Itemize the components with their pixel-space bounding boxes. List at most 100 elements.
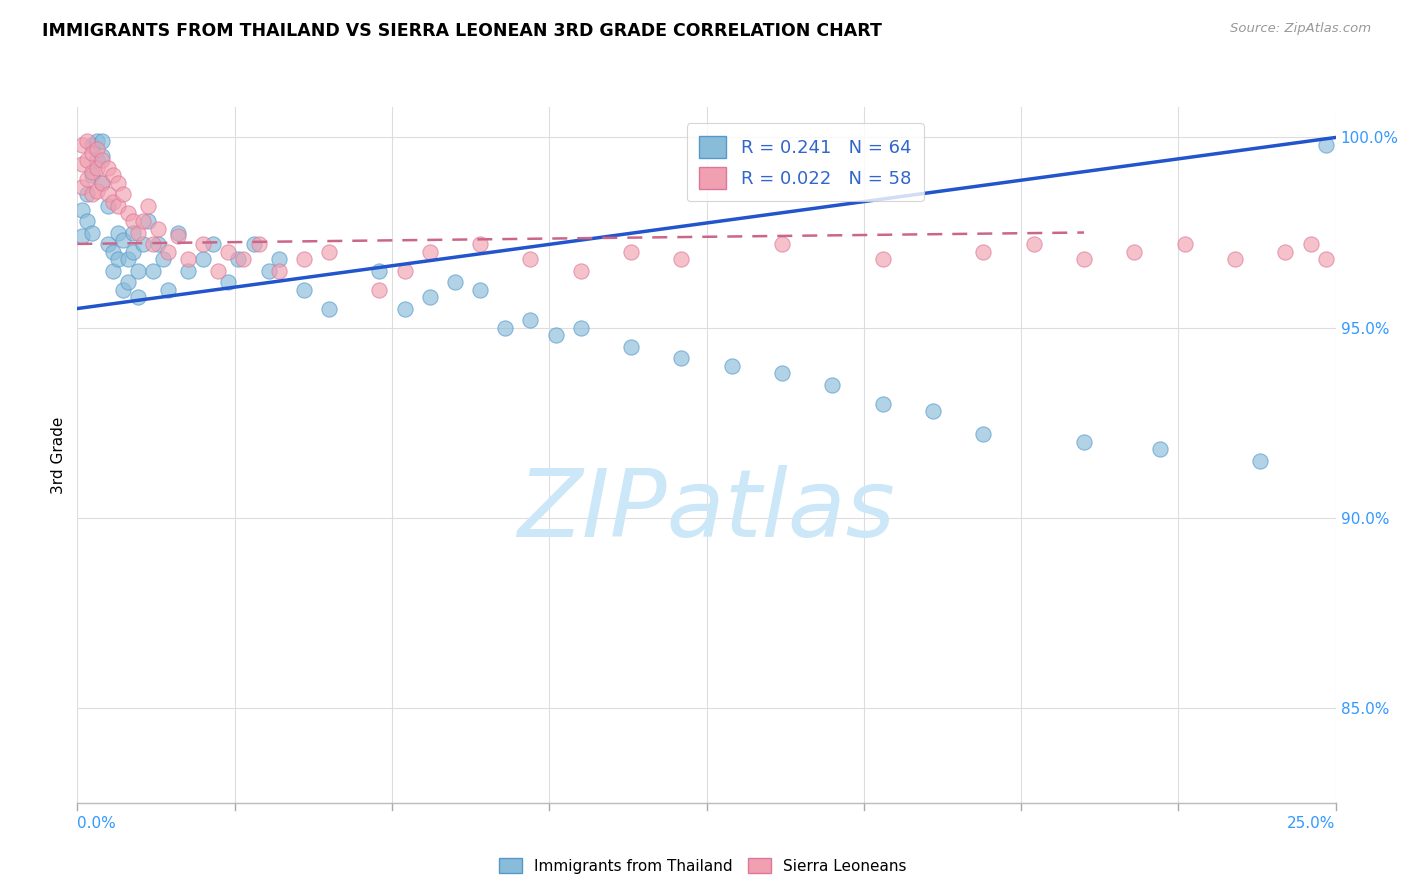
Point xyxy=(91,153,114,168)
Point xyxy=(72,138,94,153)
Point xyxy=(82,187,104,202)
Point xyxy=(872,252,894,266)
Y-axis label: 3rd Grade: 3rd Grade xyxy=(51,417,66,493)
Point xyxy=(91,134,114,148)
Point xyxy=(82,145,104,160)
Point xyxy=(1315,138,1337,153)
Point xyxy=(82,226,104,240)
Point xyxy=(232,252,254,266)
Point xyxy=(394,263,416,277)
Legend: R = 0.241   N = 64, R = 0.022   N = 58: R = 0.241 N = 64, R = 0.022 N = 58 xyxy=(686,123,924,202)
Point xyxy=(671,252,693,266)
Point xyxy=(468,283,491,297)
Point xyxy=(111,233,134,247)
Point xyxy=(107,176,129,190)
Point xyxy=(117,252,139,266)
Point xyxy=(1249,453,1271,467)
Text: 25.0%: 25.0% xyxy=(1288,816,1336,831)
Point xyxy=(86,134,108,148)
Text: Source: ZipAtlas.com: Source: ZipAtlas.com xyxy=(1230,22,1371,36)
Point xyxy=(1223,252,1246,266)
Point xyxy=(620,340,643,354)
Point xyxy=(292,283,315,297)
Point xyxy=(191,252,215,266)
Point xyxy=(217,275,239,289)
Point xyxy=(494,320,516,334)
Point xyxy=(720,359,742,373)
Point xyxy=(191,236,215,251)
Point xyxy=(770,236,793,251)
Point xyxy=(96,236,118,251)
Point xyxy=(96,199,118,213)
Point xyxy=(671,351,693,365)
Point xyxy=(202,236,225,251)
Point xyxy=(228,252,250,266)
Point xyxy=(394,301,416,316)
Point xyxy=(872,396,894,410)
Point xyxy=(72,157,94,171)
Point xyxy=(146,236,169,251)
Point xyxy=(267,263,290,277)
Point xyxy=(156,244,179,259)
Point xyxy=(922,404,945,418)
Point xyxy=(96,161,118,175)
Point xyxy=(76,153,98,168)
Point xyxy=(770,366,793,380)
Point xyxy=(318,301,340,316)
Text: 0.0%: 0.0% xyxy=(77,816,117,831)
Point xyxy=(127,263,149,277)
Point xyxy=(177,252,200,266)
Point xyxy=(82,138,104,153)
Point xyxy=(121,226,143,240)
Point xyxy=(101,263,124,277)
Point xyxy=(972,427,994,442)
Point xyxy=(91,149,114,163)
Point xyxy=(127,290,149,304)
Point xyxy=(82,169,104,183)
Point xyxy=(111,187,134,202)
Point xyxy=(207,263,229,277)
Point xyxy=(127,226,149,240)
Point xyxy=(121,244,143,259)
Point xyxy=(91,176,114,190)
Point xyxy=(76,187,98,202)
Text: ZIPatlas: ZIPatlas xyxy=(517,465,896,556)
Point xyxy=(972,244,994,259)
Point xyxy=(1073,252,1095,266)
Point xyxy=(217,244,239,259)
Text: IMMIGRANTS FROM THAILAND VS SIERRA LEONEAN 3RD GRADE CORRELATION CHART: IMMIGRANTS FROM THAILAND VS SIERRA LEONE… xyxy=(42,22,882,40)
Point xyxy=(86,153,108,168)
Point xyxy=(257,263,280,277)
Point xyxy=(101,244,124,259)
Point xyxy=(146,221,169,235)
Point xyxy=(167,229,190,244)
Point xyxy=(444,275,467,289)
Point xyxy=(132,236,155,251)
Point xyxy=(1174,236,1197,251)
Point xyxy=(318,244,340,259)
Point xyxy=(519,313,541,327)
Point xyxy=(132,214,155,228)
Point xyxy=(142,236,165,251)
Point xyxy=(107,199,129,213)
Point xyxy=(519,252,541,266)
Point xyxy=(136,214,159,228)
Point xyxy=(177,263,200,277)
Point xyxy=(1022,236,1045,251)
Point xyxy=(72,229,94,244)
Point xyxy=(101,195,124,210)
Point xyxy=(569,263,592,277)
Point xyxy=(72,202,94,217)
Point xyxy=(468,236,491,251)
Point xyxy=(76,172,98,186)
Point xyxy=(76,214,98,228)
Point xyxy=(142,263,165,277)
Point xyxy=(419,244,441,259)
Point xyxy=(86,184,108,198)
Point xyxy=(544,328,567,343)
Point xyxy=(1315,252,1337,266)
Point xyxy=(117,206,139,220)
Point xyxy=(1073,434,1095,449)
Point xyxy=(121,214,143,228)
Point xyxy=(91,176,114,190)
